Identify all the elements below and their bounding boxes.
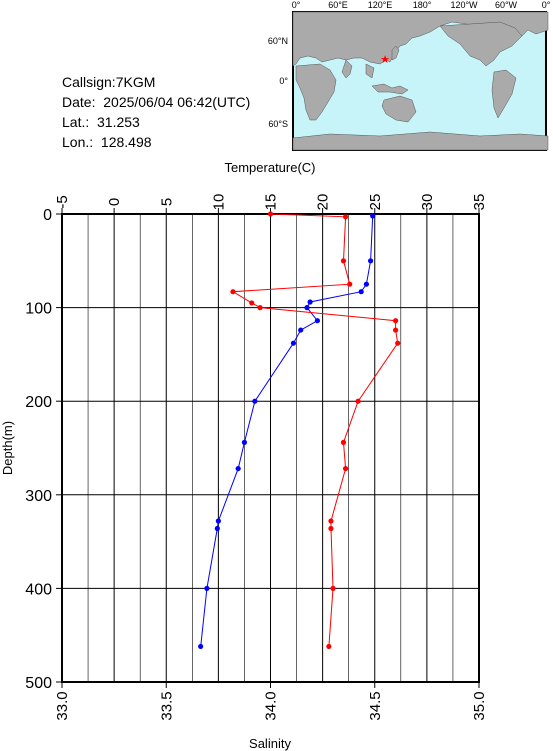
- salinity-point: [342, 214, 349, 220]
- temperature-tick-label: 20: [315, 194, 332, 211]
- temperature-point: [204, 585, 210, 592]
- salinity-point: [257, 305, 263, 311]
- salinity-tick-label: 34.5: [367, 691, 384, 720]
- salinity-axis-label: Salinity: [249, 736, 291, 751]
- depth-tick-label: 500: [25, 675, 52, 692]
- map-longitude-labels: 0° 60°E 120°E 180° 120°W 60°W 0°: [292, 0, 551, 10]
- depth-axis: 0 100 200 300 400 500: [25, 207, 62, 692]
- map-lon-label: 0°: [542, 0, 551, 10]
- profile-plot: -5 0 5 10 15 20 25 30 35 33.0 33.5 34.0 34.5 35.0 01…: [0, 160, 488, 751]
- salinity-point: [355, 398, 361, 404]
- temperature-point: [370, 213, 376, 219]
- temperature-point: [198, 643, 204, 650]
- temperature-point: [235, 465, 241, 472]
- temperature-point: [241, 439, 248, 445]
- map-lat-label: 60°N: [268, 36, 288, 46]
- latitude-text: Lat.: 31.253: [62, 114, 140, 130]
- salinity-point: [342, 465, 349, 472]
- map-land: [292, 11, 549, 151]
- temperature-tick-label: 25: [367, 194, 384, 211]
- salinity-point: [230, 289, 236, 295]
- plot-grid: [61, 213, 480, 683]
- salinity-point: [328, 518, 334, 524]
- temperature-axis-label: Temperature(C): [224, 160, 315, 175]
- map-latitude-labels: 60°N 0° 60°S: [268, 36, 289, 129]
- date-text: Date: 2025/06/04 06:42(UTC): [62, 94, 251, 110]
- map-lon-label: 120°E: [368, 0, 393, 10]
- temperature-tick-label: 5: [158, 198, 175, 206]
- temperature-tick-label: 0: [106, 198, 123, 206]
- temperature-point: [314, 318, 321, 324]
- longitude-text: Lon.: 128.498: [62, 134, 152, 150]
- temperature-tick-label: -5: [54, 195, 71, 208]
- temperature-point: [290, 340, 297, 346]
- station-info: Callsign:7KGM Date: 2025/06/04 06:42(UTC…: [62, 72, 250, 152]
- salinity-point: [330, 585, 336, 592]
- world-map: ★ 0° 60°E 120°E 180° 120°W 60°W 0° 60°N …: [268, 0, 551, 151]
- temperature-point: [252, 398, 258, 404]
- callsign-text: Callsign:7KGM: [62, 74, 156, 90]
- map-lon-label: 0°: [292, 0, 301, 10]
- depth-tick-label: 0: [43, 207, 52, 224]
- temperature-line: [200, 215, 374, 647]
- salinity-point: [328, 525, 334, 532]
- depth-tick-label: 100: [25, 301, 52, 318]
- salinity-tick-label: 33.0: [54, 691, 71, 720]
- map-lon-label: 60°W: [495, 0, 518, 10]
- map-lon-label: 180°: [413, 0, 432, 10]
- salinity-tick-label: 33.5: [158, 691, 175, 720]
- temperature-point: [363, 281, 370, 287]
- map-lat-label: 0°: [279, 76, 288, 86]
- salinity-point: [340, 439, 347, 445]
- temperature-point: [367, 258, 374, 264]
- temperature-point: [358, 289, 364, 295]
- series-layer: [198, 211, 401, 650]
- salinity-tick-label: 34.0: [263, 691, 280, 720]
- temperature-point: [215, 518, 221, 524]
- salinity-axis: 33.0 33.5 34.0 34.5 35.0: [54, 682, 488, 721]
- salinity-point: [249, 300, 255, 306]
- temperature-point: [304, 305, 310, 311]
- temperature-tick-label: 30: [419, 194, 436, 211]
- salinity-point: [395, 340, 401, 346]
- salinity-point: [340, 258, 347, 264]
- salinity-tick-label: 35.0: [471, 691, 488, 720]
- temperature-tick-label: 15: [263, 194, 280, 211]
- map-lat-label: 60°S: [268, 119, 288, 129]
- temperature-axis: -5 0 5 10 15 20 25 30 35: [54, 194, 488, 214]
- temperature-tick-label: 10: [210, 194, 227, 211]
- salinity-point: [326, 643, 332, 650]
- cruise-position-marker: ★: [380, 54, 390, 66]
- depth-tick-label: 400: [25, 581, 52, 598]
- depth-axis-label: Depth(m): [0, 421, 15, 475]
- depth-tick-label: 200: [25, 394, 52, 411]
- salinity-point: [393, 318, 399, 324]
- map-lon-label: 120°W: [450, 0, 478, 10]
- temperature-point: [298, 327, 304, 333]
- temperature-point: [307, 299, 313, 305]
- temperature-tick-label: 35: [471, 194, 488, 211]
- temperature-point: [214, 525, 220, 532]
- map-lon-label: 60°E: [328, 0, 348, 10]
- salinity-point: [267, 211, 274, 217]
- salinity-point: [347, 281, 353, 287]
- salinity-point: [393, 327, 399, 333]
- salinity-line: [231, 213, 399, 647]
- depth-tick-label: 300: [25, 488, 52, 505]
